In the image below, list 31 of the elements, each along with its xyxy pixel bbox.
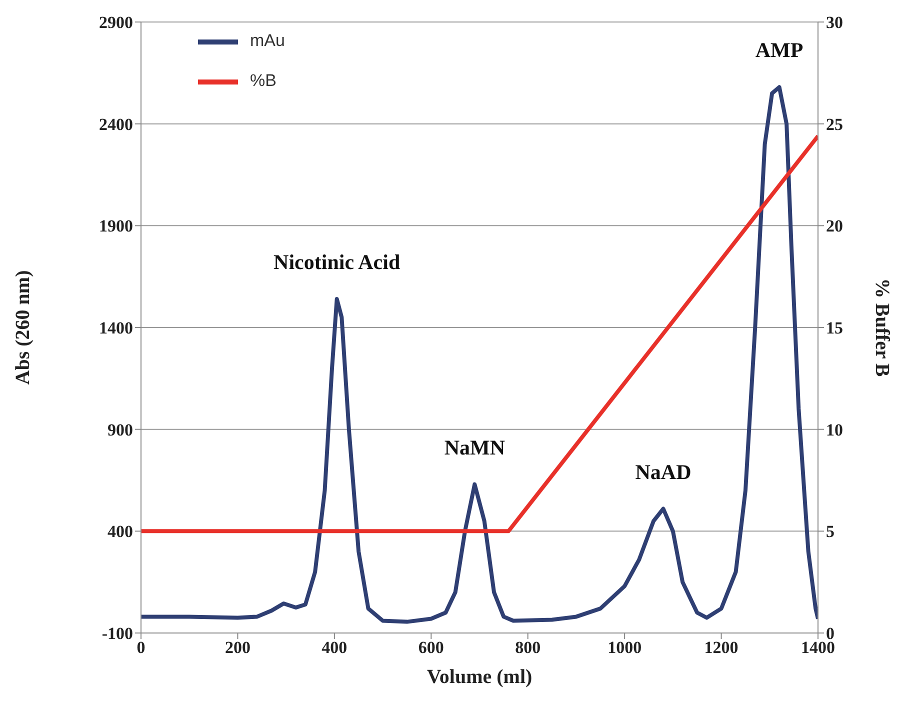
y2-axis-title: % Buffer B [870, 278, 893, 377]
y2-tick-label: 30 [826, 13, 843, 32]
x-axis-title: Volume (ml) [426, 666, 532, 688]
x-tick-label: 800 [515, 638, 541, 658]
x-tick-label: 1000 [608, 638, 642, 658]
legend-label: %B [250, 71, 276, 90]
annotation: Nicotinic Acid [274, 250, 400, 274]
y2-tick-label: 20 [826, 216, 843, 236]
x-tick-label: 200 [224, 638, 250, 658]
annotation: AMP [755, 38, 804, 62]
annotation: NaAD [635, 460, 692, 484]
y2-tick-label: 25 [826, 114, 843, 134]
annotation: NaMN [444, 435, 505, 460]
y-tick-label: 900 [108, 420, 133, 440]
x-tick-label: 400 [322, 638, 348, 658]
y-tick-label: 2400 [99, 114, 133, 134]
y-tick-label: 400 [108, 522, 133, 542]
y2-tick-label: 15 [826, 318, 843, 338]
x-tick-label: 0 [136, 638, 146, 658]
y2-tick-label: 10 [826, 420, 843, 440]
x-tick-label: 1400 [801, 638, 835, 658]
y-tick-label: -100 [102, 624, 133, 644]
y2-tick-label: 5 [826, 522, 834, 542]
x-tick-label: 600 [418, 638, 444, 658]
legend-label: mAu [250, 31, 285, 50]
y-axis-title: Abs (260 nm) [12, 270, 34, 385]
y-tick-label: 1400 [99, 318, 133, 338]
y-tick-label: 1900 [99, 216, 133, 236]
y-tick-label: 2900 [99, 13, 133, 32]
x-tick-label: 1200 [704, 638, 738, 658]
line-series [141, 85, 818, 624]
